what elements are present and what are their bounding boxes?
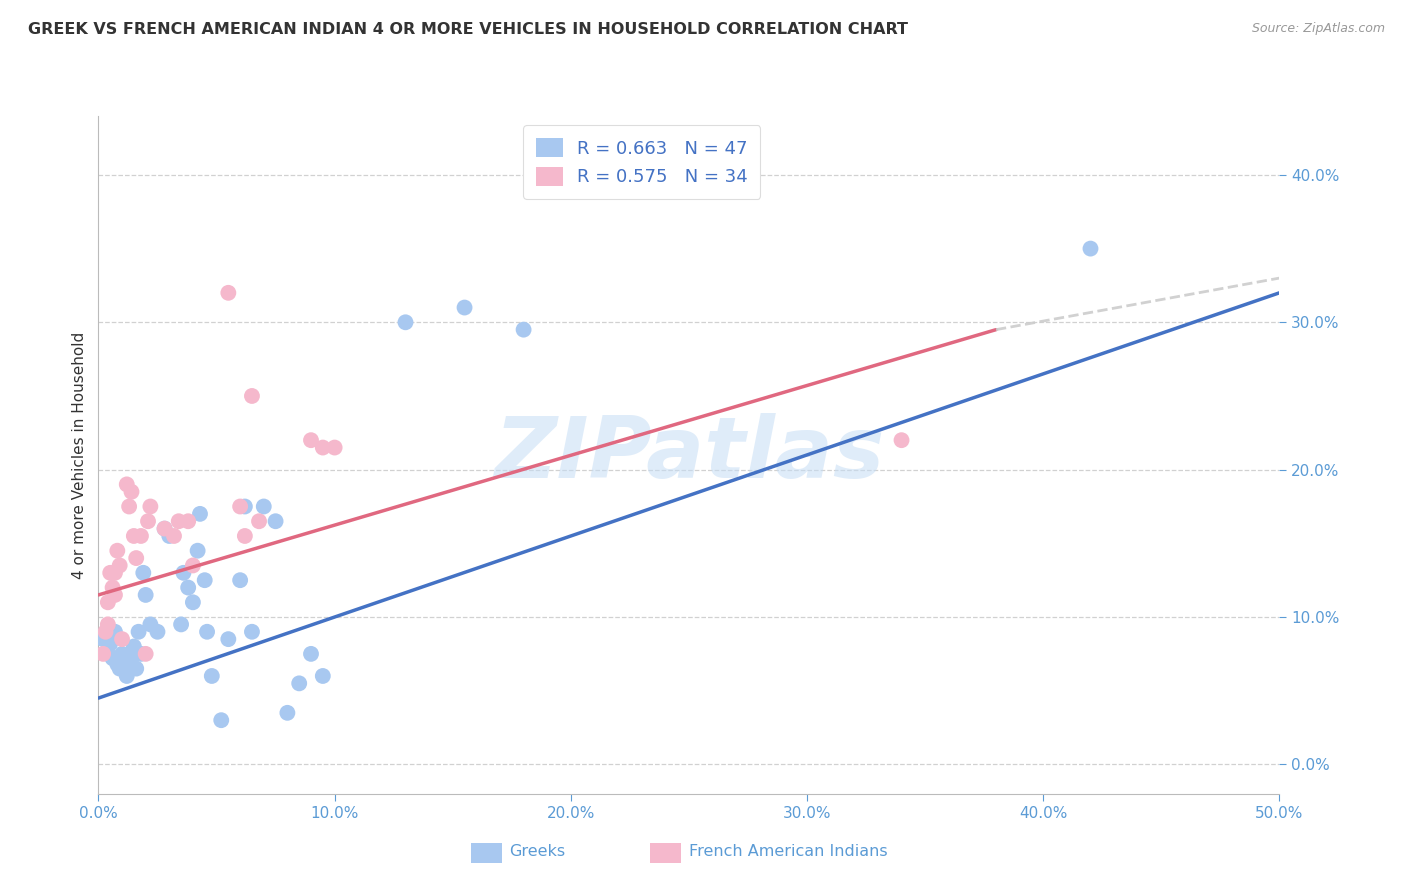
Point: [187, 543, 209, 558]
Point: [394, 315, 416, 329]
Point: [98, 566, 121, 580]
Point: [129, 647, 152, 661]
Point: [233, 500, 256, 514]
Point: [153, 522, 176, 536]
Point: [94, 624, 117, 639]
Point: [890, 433, 912, 447]
Point: [101, 581, 124, 595]
Point: [146, 624, 169, 639]
Point: [91, 632, 114, 647]
Point: [104, 588, 127, 602]
Point: [135, 588, 157, 602]
Point: [201, 669, 224, 683]
Point: [108, 662, 131, 676]
Point: [97, 647, 120, 661]
Text: French American Indians: French American Indians: [689, 845, 887, 859]
Point: [115, 669, 138, 683]
Point: [129, 529, 152, 543]
Point: [125, 551, 148, 566]
Text: ZIPatlas: ZIPatlas: [494, 413, 884, 497]
Point: [121, 651, 143, 665]
Point: [139, 500, 162, 514]
Point: [299, 433, 322, 447]
Point: [118, 657, 141, 672]
Point: [312, 669, 335, 683]
Point: [121, 484, 143, 499]
Point: [172, 566, 194, 580]
Point: [157, 529, 180, 543]
Point: [188, 507, 211, 521]
Point: [240, 624, 263, 639]
Point: [104, 624, 127, 639]
Point: [136, 514, 159, 528]
Legend: R = 0.663   N = 47, R = 0.575   N = 34: R = 0.663 N = 47, R = 0.575 N = 34: [523, 125, 761, 199]
Point: [105, 657, 128, 672]
Point: [233, 529, 256, 543]
Point: [217, 632, 239, 647]
Point: [111, 632, 134, 647]
Point: [153, 522, 176, 536]
Point: [101, 651, 124, 665]
Point: [91, 647, 114, 661]
Point: [112, 662, 135, 676]
Point: [105, 543, 128, 558]
Point: [247, 514, 270, 528]
Text: GREEK VS FRENCH AMERICAN INDIAN 4 OR MORE VEHICLES IN HOUSEHOLD CORRELATION CHAR: GREEK VS FRENCH AMERICAN INDIAN 4 OR MOR…: [28, 22, 908, 37]
Point: [323, 441, 346, 455]
Point: [253, 500, 276, 514]
Point: [108, 558, 131, 573]
Point: [111, 654, 134, 668]
Point: [240, 389, 263, 403]
Point: [111, 647, 134, 661]
Point: [125, 662, 148, 676]
Point: [209, 713, 232, 727]
Point: [312, 441, 335, 455]
Point: [195, 624, 218, 639]
Point: [194, 573, 217, 587]
Point: [122, 529, 145, 543]
Point: [170, 617, 193, 632]
Point: [288, 676, 311, 690]
Point: [264, 514, 287, 528]
Point: [163, 529, 186, 543]
Point: [97, 595, 120, 609]
Point: [453, 301, 475, 315]
Text: Greeks: Greeks: [509, 845, 565, 859]
Point: [132, 566, 155, 580]
Point: [177, 514, 200, 528]
Y-axis label: 4 or more Vehicles in Household: 4 or more Vehicles in Household: [72, 331, 87, 579]
Point: [276, 706, 298, 720]
Point: [104, 566, 127, 580]
Point: [167, 514, 190, 528]
Point: [139, 617, 162, 632]
Point: [181, 558, 204, 573]
Point: [512, 323, 534, 337]
Point: [118, 500, 141, 514]
Point: [128, 624, 150, 639]
Point: [122, 640, 145, 654]
Point: [181, 595, 204, 609]
Point: [229, 573, 252, 587]
Point: [97, 617, 120, 632]
Point: [1080, 242, 1102, 256]
Point: [115, 477, 138, 491]
Point: [217, 285, 239, 300]
Point: [229, 500, 252, 514]
Text: Source: ZipAtlas.com: Source: ZipAtlas.com: [1251, 22, 1385, 36]
Point: [135, 647, 157, 661]
Point: [299, 647, 322, 661]
Point: [177, 581, 200, 595]
Point: [98, 636, 121, 650]
